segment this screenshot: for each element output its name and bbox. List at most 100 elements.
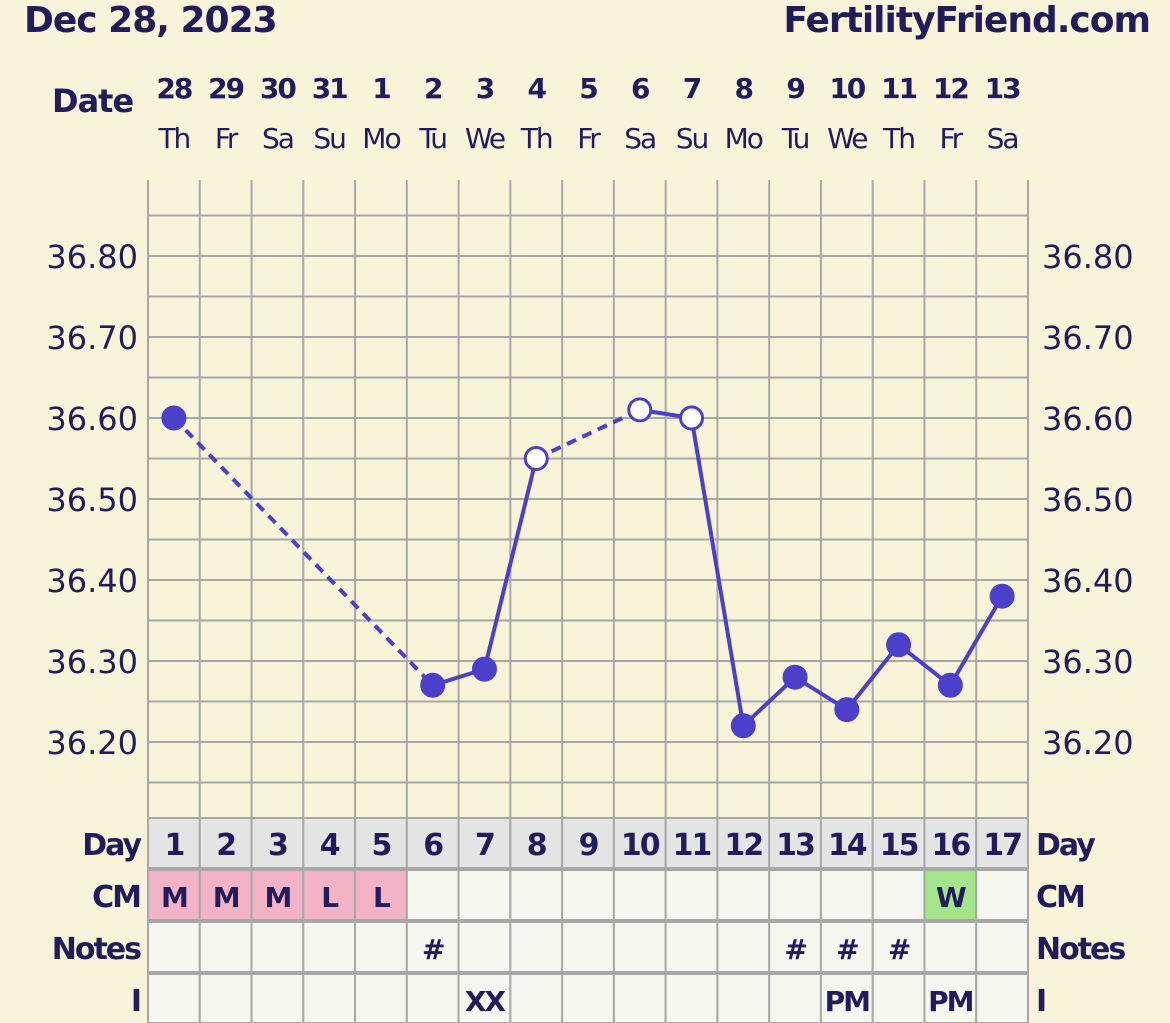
day-cell: 10 (621, 828, 660, 863)
i-cell-bg (354, 973, 408, 1023)
i-cell-bg (923, 973, 978, 1023)
notes-cell: # (836, 933, 858, 966)
notes-cell-bg (819, 921, 874, 973)
cm-cell-bg (561, 869, 615, 921)
cm-cell-bg (819, 869, 874, 921)
y-tick-left: 36.50 (46, 481, 138, 519)
weekday-tick: Tu (781, 122, 809, 155)
row-label-i: I (131, 984, 140, 1019)
temp-line (689, 417, 746, 727)
day-cell: 2 (216, 828, 235, 863)
notes-cell-bg (975, 921, 1029, 973)
date-tick: 7 (683, 72, 701, 105)
chart-date: Dec 28, 2023 (24, 0, 278, 41)
y-tick-right: 36.40 (1042, 562, 1134, 600)
day-cell-bg (302, 817, 357, 869)
date-tick: 28 (156, 72, 191, 105)
notes-cell-bg (612, 921, 667, 973)
weekday-tick: Th (882, 122, 914, 155)
weekday-tick: Fr (577, 122, 601, 155)
cm-cell-bg (198, 869, 253, 921)
day-cell: 12 (724, 828, 762, 863)
weekday-tick: Sa (624, 122, 655, 155)
date-tick: 5 (579, 72, 597, 105)
date-tick: 8 (735, 72, 753, 105)
day-cell: 14 (828, 828, 867, 863)
cm-cell-bg (509, 869, 564, 921)
i-cell-bg (871, 973, 926, 1023)
temp-point-open (627, 397, 653, 423)
weekday-tick: Su (313, 122, 345, 155)
y-tick-left: 36.30 (46, 643, 138, 681)
row-label-right-notes: Notes (1036, 932, 1125, 967)
day-cell: 11 (673, 828, 711, 863)
cm-cell: L (321, 881, 339, 914)
notes-cell-bg (250, 921, 305, 973)
date-tick: 10 (829, 72, 865, 105)
notes-cell-bg (664, 921, 719, 973)
weekday-tick: We (827, 122, 867, 155)
date-tick: 12 (933, 72, 968, 105)
cm-cell-bg (457, 869, 512, 921)
notes-cell-bg (561, 921, 615, 973)
date-tick: 3 (476, 72, 494, 105)
y-tick-left: 36.60 (46, 400, 138, 438)
notes-cell-bg (871, 921, 926, 973)
weekday-tick: Fr (215, 122, 239, 155)
day-cell: 5 (372, 828, 391, 863)
i-cell-bg (147, 973, 201, 1023)
notes-cell-bg (302, 921, 357, 973)
temp-point-open (679, 405, 705, 431)
y-tick-right: 36.20 (1042, 724, 1134, 762)
date-tick: 29 (208, 72, 243, 105)
y-tick-right: 36.80 (1042, 238, 1134, 276)
y-tick-right: 36.30 (1042, 643, 1134, 681)
weekday-tick: Mo (725, 122, 763, 155)
cm-cell-bg (716, 869, 771, 921)
notes-cell-bg (354, 921, 408, 973)
temp-point-open (523, 446, 549, 471)
site-name: FertilityFriend.com (783, 0, 1151, 41)
cm-cell-bg (612, 869, 667, 921)
i-cell-bg (457, 973, 512, 1023)
day-cell: 4 (320, 828, 340, 863)
notes-cell-bg (457, 921, 512, 973)
weekday-tick: Su (676, 122, 708, 155)
temp-point (782, 664, 808, 690)
weekday-tick: We (465, 122, 505, 155)
date-tick: 9 (786, 72, 804, 105)
notes-cell-bg (923, 921, 978, 973)
cm-cell: W (936, 881, 967, 914)
date-tick: 30 (260, 72, 296, 105)
i-cell: XX (465, 985, 507, 1018)
i-cell-bg (509, 973, 564, 1023)
cm-cell-bg (147, 869, 201, 921)
i-cell: PM (825, 985, 870, 1018)
day-cell-bg (768, 817, 822, 869)
i-cell-bg (975, 973, 1029, 1023)
i-cell-bg (302, 973, 357, 1023)
date-tick: 2 (424, 72, 442, 105)
i-cell: PM (928, 985, 973, 1018)
day-cell: 16 (931, 828, 970, 863)
weekday-tick: Th (520, 122, 552, 155)
day-cell: 3 (268, 828, 287, 863)
row-label-right-i: I (1036, 984, 1045, 1019)
temp-point (937, 672, 963, 698)
temp-point (730, 713, 756, 739)
notes-cell-bg (147, 921, 201, 973)
row-label-right-day: Day (1036, 828, 1096, 863)
cm-cell-bg (302, 869, 357, 921)
i-cell-bg (405, 973, 460, 1023)
row-label-notes: Notes (52, 932, 141, 967)
temp-point (420, 672, 446, 698)
cm-cell-bg (975, 869, 1029, 921)
temp-point (161, 405, 187, 431)
day-cell: 15 (880, 828, 918, 863)
notes-cell-bg (509, 921, 564, 973)
i-cell-bg (250, 973, 305, 1023)
i-cell-bg (716, 973, 771, 1023)
day-cell-bg (147, 817, 201, 869)
date-tick: 1 (372, 72, 390, 105)
notes-cell-bg (716, 921, 771, 973)
